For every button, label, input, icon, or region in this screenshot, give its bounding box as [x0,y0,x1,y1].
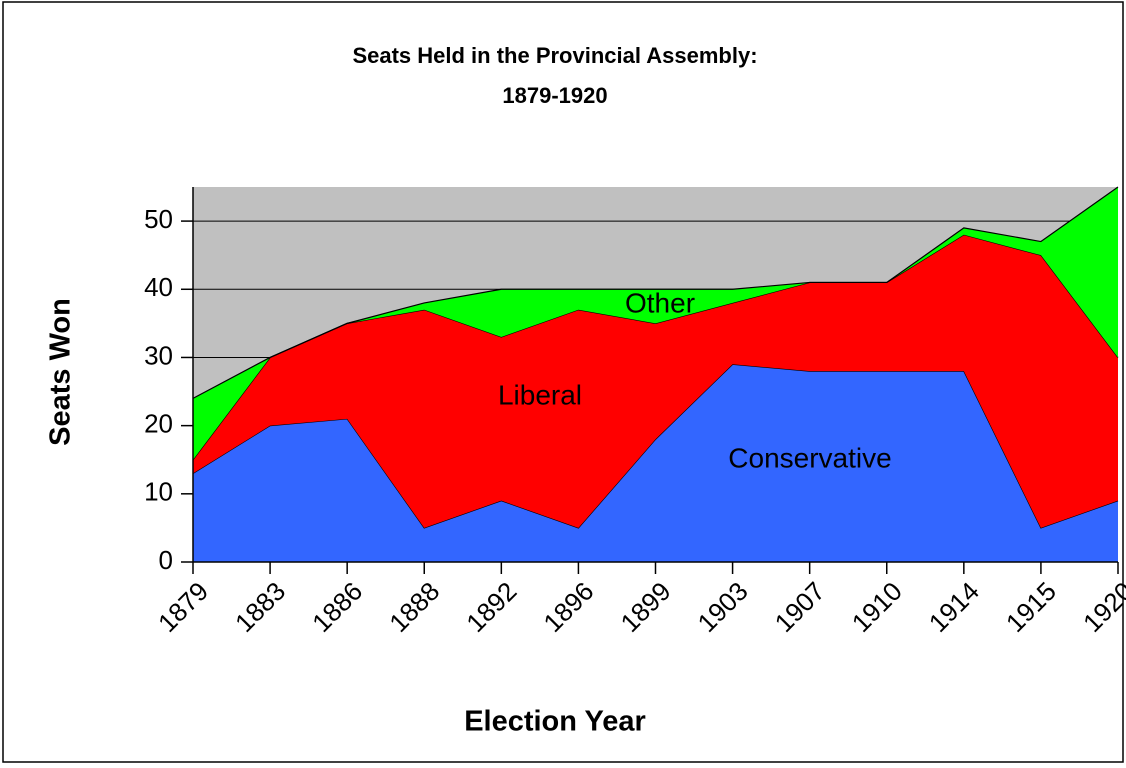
area [193,364,1118,562]
area-edge [192,186,1119,399]
area-label: Other [625,287,695,318]
y-tick-label: 50 [144,204,173,234]
chart-title: 1879-1920 [502,83,607,108]
y-tick-label: 40 [144,272,173,302]
y-tick-label: 10 [144,477,173,507]
y-tick-label: 20 [144,409,173,439]
area-label: Liberal [498,379,582,410]
y-tick-label: 30 [144,340,173,370]
chart-title: Seats Held in the Provincial Assembly: [352,43,757,68]
area [193,234,1118,528]
y-tick-label: 0 [159,545,173,575]
y-axis-title: Seats Won [45,298,77,446]
x-axis-title: Election Year [464,706,646,738]
area-label: Conservative [728,442,891,473]
